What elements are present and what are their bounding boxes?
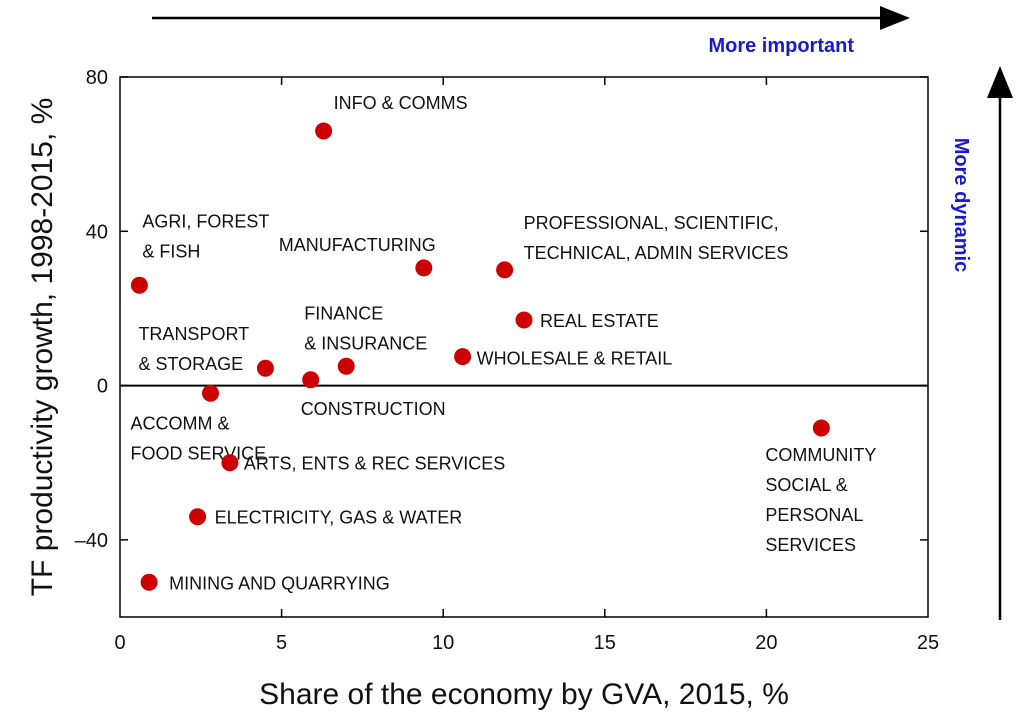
data-point: [454, 348, 472, 366]
data-point: [337, 357, 355, 375]
x-tick-label: 0: [114, 632, 125, 654]
x-tick-label: 25: [917, 632, 939, 654]
point-label: MINING AND QUARRYING: [169, 573, 390, 593]
point-label: FINANCE & INSURANCE: [304, 303, 427, 353]
x-tick-label: 20: [755, 632, 777, 654]
point-label: PROFESSIONAL, SCIENTIFIC, TECHNICAL, ADMI…: [524, 213, 789, 263]
x-tick-label: 10: [432, 632, 454, 654]
data-point: [201, 384, 219, 402]
point-label: WHOLESALE & RETAIL: [477, 349, 673, 369]
x-axis-title: Share of the economy by GVA, 2015, %: [259, 678, 789, 711]
point-label: ARTS, ENTS & REC SERVICES: [244, 454, 505, 474]
point-label: MANUFACTURING: [279, 235, 436, 255]
data-points: INFO & COMMS AGRI, FOREST & FISH MANUFACTUR…: [130, 93, 876, 593]
y-axis-title: TF productivity growth, 1998-2015, %: [26, 98, 59, 597]
y-tick-label: 0: [97, 376, 108, 398]
y-tick-label: 40: [86, 221, 108, 243]
x-tick-label: 15: [594, 632, 616, 654]
y-tick-label: 80: [86, 67, 108, 89]
data-point: [812, 419, 830, 437]
data-point: [256, 359, 274, 377]
data-point: [515, 311, 533, 329]
point-label: TRANSPORT & STORAGE: [138, 324, 249, 374]
data-point: [415, 259, 433, 277]
more-important-label: More important: [708, 35, 854, 57]
data-point: [315, 122, 333, 140]
data-point: [496, 261, 514, 279]
data-point: [130, 276, 148, 294]
data-point: [221, 454, 239, 472]
plot-area: [119, 76, 929, 618]
ticks: 0 5 10 15 20 25 80 40 0 –40: [75, 67, 940, 654]
y-tick-label: –40: [75, 530, 108, 552]
data-point: [140, 573, 158, 591]
more-dynamic-arrowhead: [987, 66, 1013, 98]
x-tick-label: 5: [276, 632, 287, 654]
point-label: COMMUNITY SOCIAL & PERSONAL SERVICES: [765, 445, 876, 555]
point-label: INFO & COMMS: [334, 93, 468, 113]
point-label: AGRI, FOREST & FISH: [142, 211, 269, 261]
point-label: CONSTRUCTION: [301, 399, 446, 419]
point-label: REAL ESTATE: [540, 311, 659, 331]
point-label: ACCOMM & FOOD SERVICE: [130, 413, 266, 463]
data-point: [302, 371, 320, 389]
data-point: [189, 508, 207, 526]
point-label: ELECTRICITY, GAS & WATER: [215, 508, 463, 528]
more-important-arrowhead: [880, 6, 910, 30]
more-dynamic-label: More dynamic: [950, 138, 972, 272]
